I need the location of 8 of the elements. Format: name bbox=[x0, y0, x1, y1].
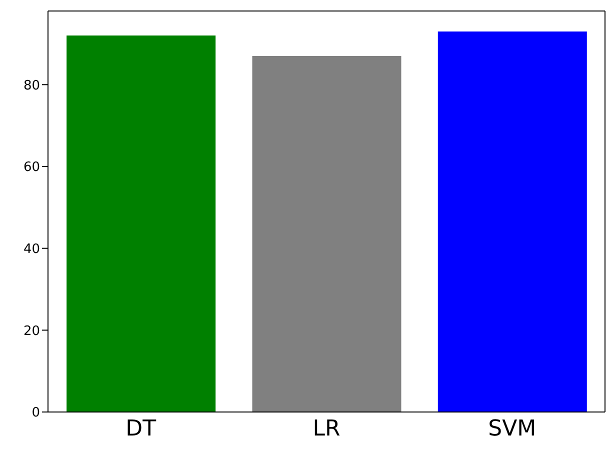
y-tick-label: 40 bbox=[23, 242, 40, 257]
y-tick-label: 0 bbox=[32, 406, 40, 421]
x-tick-label: LR bbox=[312, 416, 340, 442]
y-tick-label: 20 bbox=[23, 324, 40, 339]
x-tick-label: DT bbox=[126, 416, 157, 442]
y-tick-label: 80 bbox=[23, 78, 40, 94]
x-tick-label: SVM bbox=[488, 416, 536, 442]
y-tick-label: 60 bbox=[23, 160, 40, 176]
